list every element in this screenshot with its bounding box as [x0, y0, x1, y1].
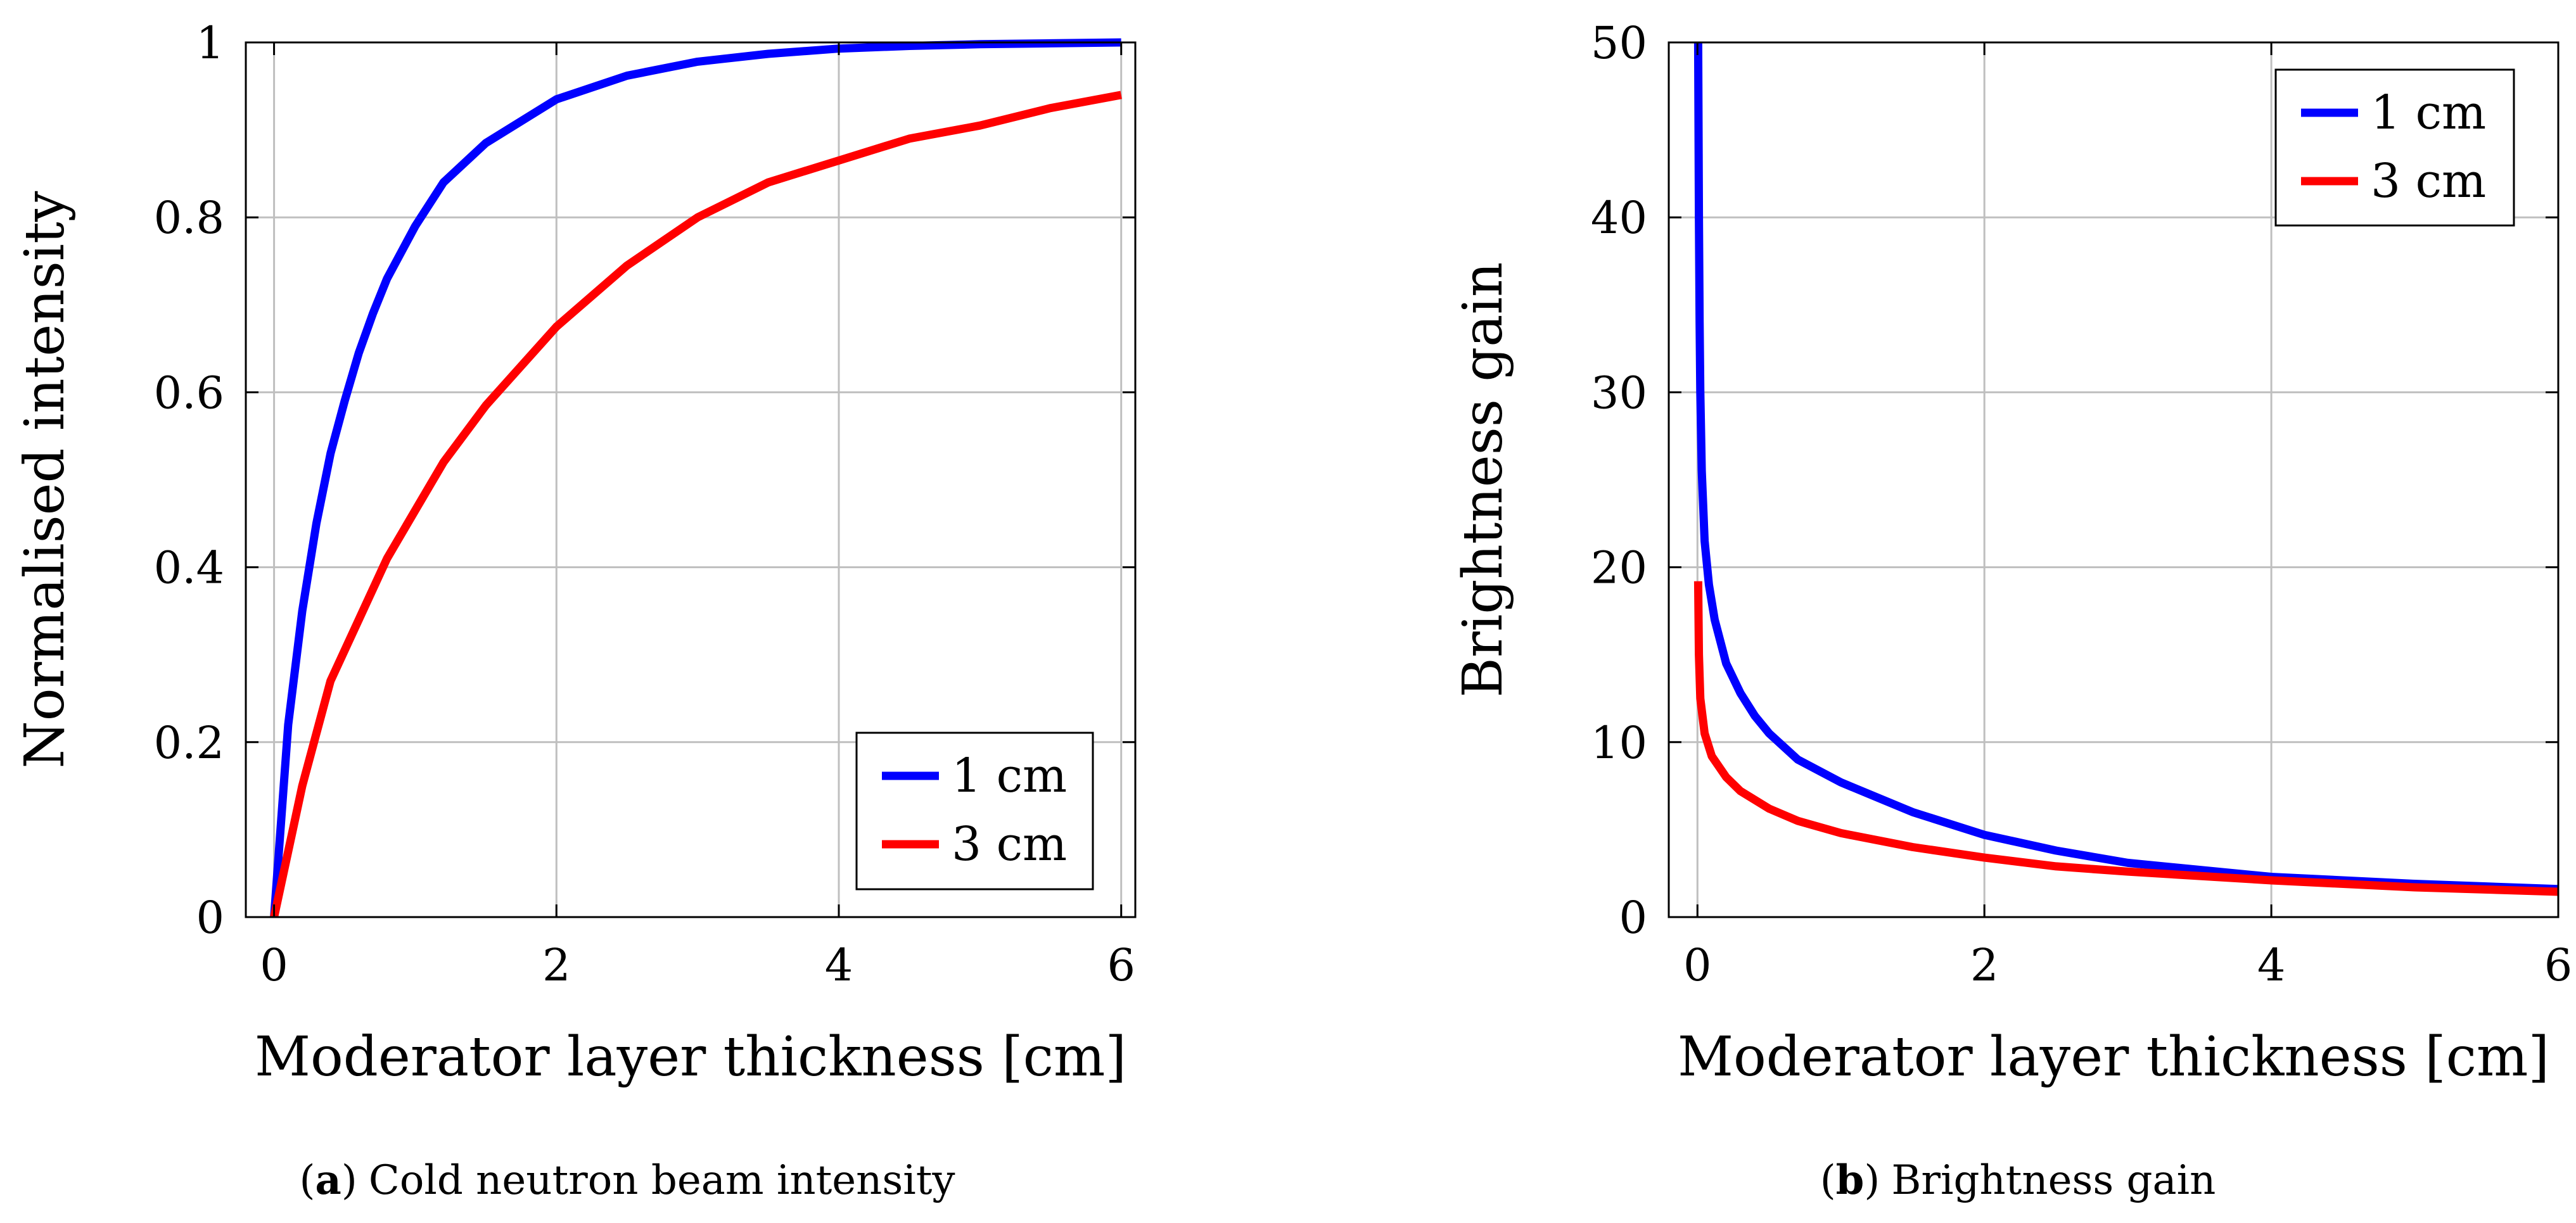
chart-b-ticks: 0 2 4 6 0 10 20 30 40 50	[1591, 17, 2572, 991]
chart-b-brightness-gain: 0 2 4 6 0 10 20 30 40 50 Moderator layer thickness…	[1451, 17, 2572, 1089]
chart-b-xtick-label-0: 0	[1683, 939, 1712, 991]
chart-a-ytick-label-1: 0.2	[154, 717, 224, 769]
chart-a-normalised-intensity: 0 2 4 6 0 0.2 0.4 0.6 0.8 1 Moderator layer thickn…	[13, 17, 1137, 1089]
chart-a-legend-box	[855, 732, 1094, 890]
chart-b-ytick-label-5: 50	[1591, 17, 1647, 69]
chart-b-ytick-label-4: 40	[1591, 192, 1647, 244]
caption-b: (b) Brightness gain	[1820, 1156, 2216, 1204]
chart-a-axes-frame	[245, 41, 1137, 918]
chart-b-x-axis-title: Moderator layer thickness [cm]	[1678, 1025, 2549, 1089]
chart-b-axes-frame	[1667, 41, 2560, 918]
chart-a-xtick-label-2: 4	[825, 939, 853, 991]
chart-b-xtick-label-1: 2	[1970, 939, 1999, 991]
chart-a-ytick-label-3: 0.6	[154, 367, 224, 419]
chart-b-series-group	[1693, 42, 2559, 896]
chart-a-xtick-label-1: 2	[542, 939, 571, 991]
chart-a-x-axis-title: Moderator layer thickness [cm]	[255, 1025, 1126, 1089]
chart-a-y-axis-title: Normalised intensity	[13, 191, 77, 768]
chart-b-ytick-label-1: 10	[1591, 717, 1647, 769]
chart-a-legend: 1 cm 3 cm	[855, 732, 1094, 890]
chart-a-xtick-label-0: 0	[260, 939, 288, 991]
chart-b-ytick-label-2: 20	[1591, 542, 1647, 594]
chart-a-series-line-0	[270, 38, 1121, 918]
chart-b-ytick-label-3: 30	[1591, 367, 1647, 419]
chart-a-ytick-label-4: 0.8	[154, 192, 224, 244]
chart-b-legend-label-1: 3 cm	[2371, 154, 2486, 208]
chart-b-xtick-label-3: 6	[2544, 939, 2573, 991]
chart-b-xtick-label-2: 4	[2257, 939, 2286, 991]
chart-b-ytick-label-0: 0	[1619, 892, 1647, 944]
chart-a-legend-label-0: 1 cm	[952, 749, 1067, 803]
chart-b-legend-label-0: 1 cm	[2371, 86, 2486, 140]
chart-a-series-line-1	[270, 91, 1122, 918]
chart-b-y-axis-title: Brightness gain	[1451, 262, 1515, 698]
chart-a-xtick-label-3: 6	[1107, 939, 1135, 991]
chart-a-legend-label-1: 3 cm	[952, 817, 1067, 871]
chart-a-ytick-label-0: 0	[196, 892, 224, 944]
chart-b-legend-box	[2274, 68, 2515, 227]
chart-a-ytick-label-5: 1	[196, 17, 224, 69]
chart-b-series-line-1	[1693, 581, 2559, 896]
chart-a-ytick-label-2: 0.4	[154, 542, 224, 594]
chart-a-ticks: 0 2 4 6 0 0.2 0.4 0.6 0.8 1	[154, 17, 1135, 991]
chart-b-legend: 1 cm 3 cm	[2274, 68, 2515, 227]
chart-b-series-line-0	[1693, 42, 2559, 894]
chart-a-series-group	[270, 38, 1122, 918]
caption-a: (a) Cold neutron beam intensity	[299, 1156, 955, 1204]
